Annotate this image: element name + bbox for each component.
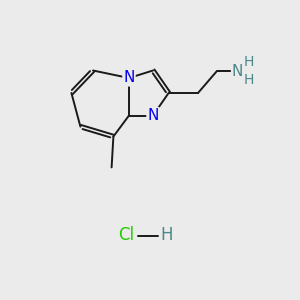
Text: N: N	[147, 108, 159, 123]
Text: H: H	[244, 74, 254, 87]
Text: N: N	[123, 70, 135, 86]
Text: N: N	[232, 64, 243, 79]
Text: H: H	[160, 226, 173, 244]
Text: Cl: Cl	[118, 226, 134, 244]
Text: H: H	[244, 56, 254, 69]
